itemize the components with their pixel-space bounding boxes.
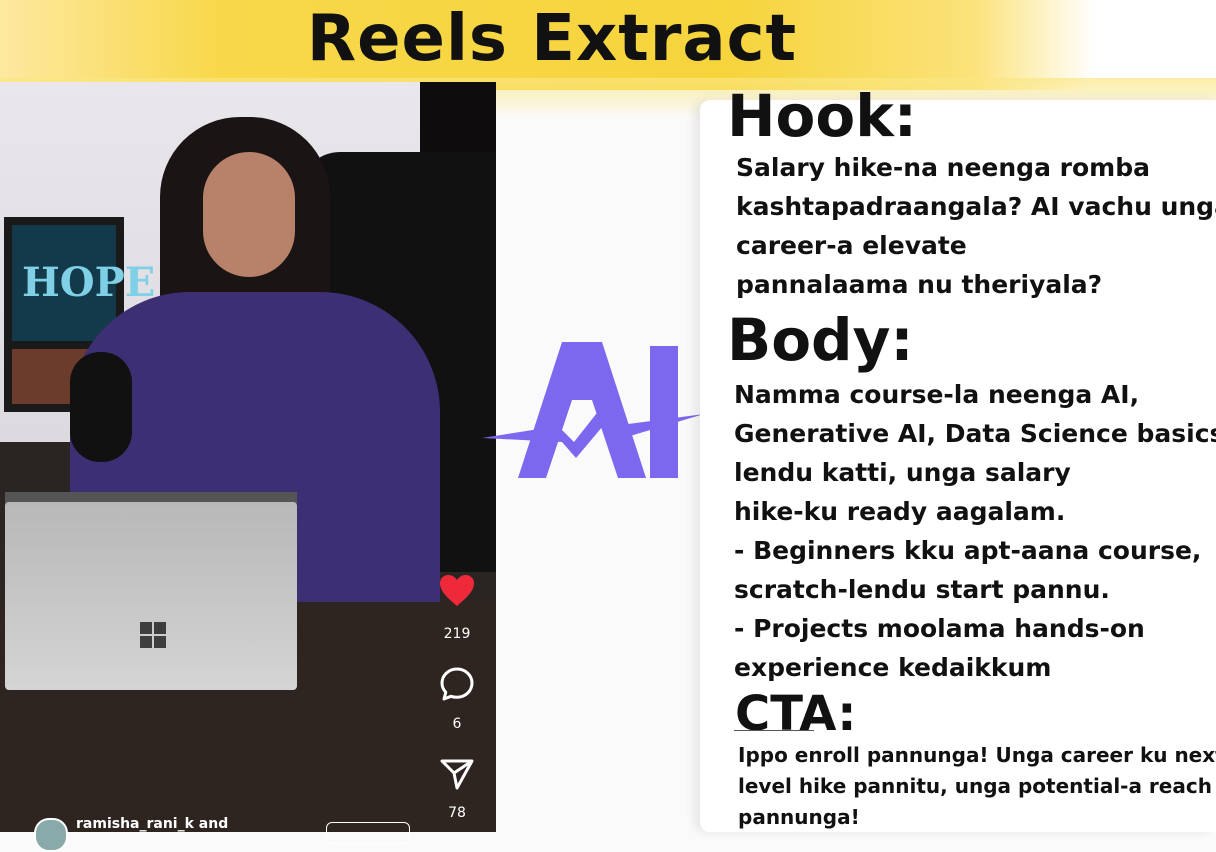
page-title: Reels Extract <box>306 2 798 76</box>
body-text: Namma course-la neenga AI, Generative AI… <box>734 375 1216 687</box>
comment-icon <box>440 667 474 701</box>
microphone <box>70 352 132 462</box>
comment-count: 6 <box>452 716 462 732</box>
body-line: lendu katti, unga salary <box>734 458 1071 487</box>
cta-underline <box>734 730 814 731</box>
body-line: Namma course-la neenga AI, <box>734 380 1140 409</box>
send-icon <box>440 759 474 790</box>
reel-username[interactable]: ramisha_rani_k and <box>76 816 229 832</box>
cta-line: pannunga! <box>738 805 860 829</box>
windows-logo-icon <box>140 622 166 648</box>
cta-heading: CTA: <box>735 686 857 742</box>
hope-poster: HOPE <box>4 217 155 412</box>
hook-line: career-a elevate <box>736 231 967 260</box>
body-line: hike-ku ready aagalam. <box>734 497 1066 526</box>
laptop <box>5 502 297 690</box>
poster-panel <box>12 225 116 341</box>
reel-video[interactable]: HOPE <box>0 82 496 832</box>
like-button[interactable] <box>430 574 484 608</box>
follow-button[interactable] <box>326 822 410 844</box>
hook-line: pannalaama nu theriyala? <box>736 270 1103 299</box>
cta-line: Ippo enroll pannunga! Unga career ku nex… <box>738 743 1216 767</box>
heart-icon <box>440 575 474 606</box>
hook-line: Salary hike-na neenga romba <box>736 153 1150 182</box>
like-count: 219 <box>443 626 471 642</box>
cta-text: Ippo enroll pannunga! Unga career ku nex… <box>738 740 1216 833</box>
cta-line: level hike pannitu, unga potential-a rea… <box>738 774 1212 798</box>
title-banner <box>0 0 1216 90</box>
avatar[interactable] <box>34 818 68 852</box>
hook-text: Salary hike-na neenga romba kashtapadraa… <box>736 148 1216 304</box>
body-line: Generative AI, Data Science basics- <box>734 419 1216 448</box>
body-line: scratch-lendu start pannu. <box>734 575 1110 604</box>
hook-heading: Hook: <box>727 82 918 150</box>
hook-line: kashtapadraangala? AI vachu unga <box>736 192 1216 221</box>
comment-button[interactable] <box>430 666 484 702</box>
body-heading: Body: <box>727 306 914 374</box>
script-card <box>700 100 1216 832</box>
body-line: - Beginners kku apt-aana course, <box>734 536 1202 565</box>
body-line: - Projects moolama hands-on <box>734 614 1145 643</box>
share-count: 78 <box>448 805 466 821</box>
ai-logo-icon <box>482 342 704 478</box>
share-button[interactable] <box>430 757 484 791</box>
poster-text: HOPE <box>22 259 156 306</box>
body-line: experience kedaikkum <box>734 653 1052 682</box>
person-face <box>203 152 295 277</box>
